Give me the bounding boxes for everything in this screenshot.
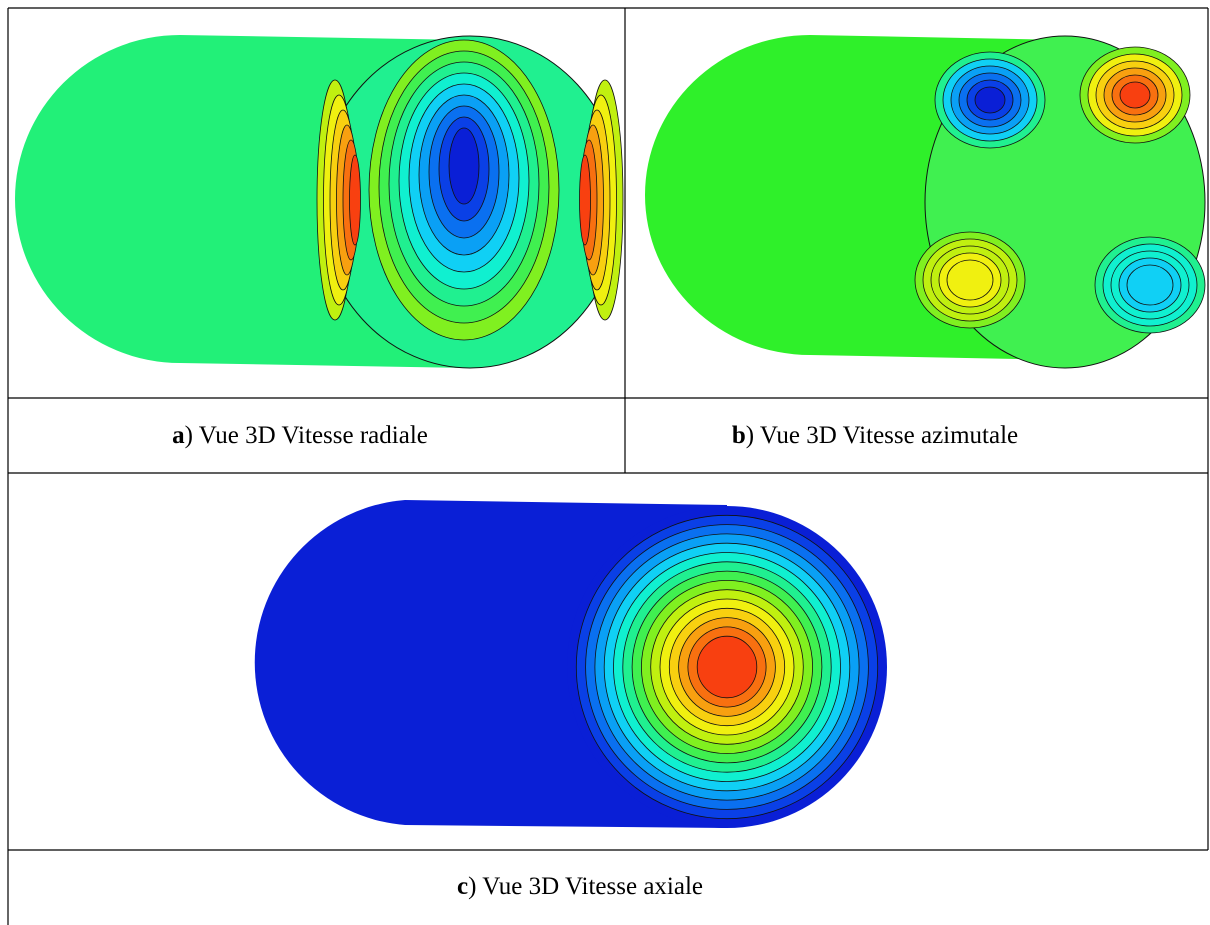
azimuthal-section: [915, 36, 1205, 368]
figure-table: [0, 0, 1210, 925]
caption-text: ) Vue 3D Vitesse azimutale: [746, 422, 1018, 449]
contour: [350, 155, 361, 245]
caption-text: ) Vue 3D Vitesse axiale: [468, 873, 703, 900]
caption: b) Vue 3D Vitesse azimutale: [732, 422, 1018, 450]
contour: [697, 636, 757, 698]
page: a) Vue 3D Vitesse radiale b) Vue 3D Vite…: [0, 0, 1210, 925]
caption: c) Vue 3D Vitesse axiale: [457, 873, 703, 901]
caption-letter: b: [732, 422, 746, 449]
caption-letter: a: [172, 422, 185, 449]
caption: a) Vue 3D Vitesse radiale: [172, 422, 428, 450]
caption-text: ) Vue 3D Vitesse radiale: [185, 422, 428, 449]
axial-section: [567, 506, 887, 828]
radial-section: [317, 36, 623, 368]
contour: [975, 87, 1005, 113]
contour: [947, 260, 993, 300]
contour: [1127, 265, 1173, 305]
contour: [449, 128, 479, 204]
contour: [1120, 82, 1150, 108]
contour: [580, 155, 591, 245]
caption-letter: c: [457, 873, 468, 900]
